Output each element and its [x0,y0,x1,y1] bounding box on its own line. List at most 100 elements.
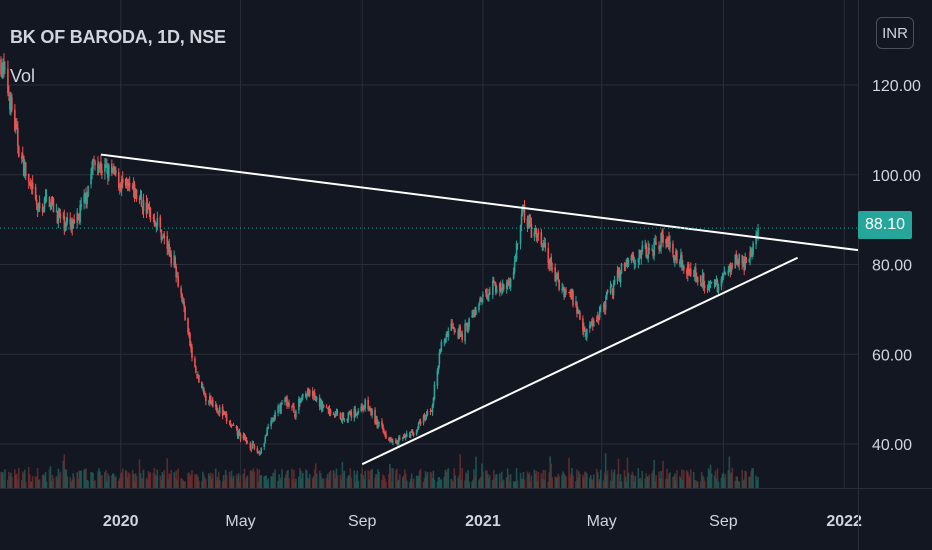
candle-body [720,278,723,287]
candle-body [662,234,664,243]
candle-body [735,253,738,265]
candle-body [570,293,572,297]
candle-body [209,395,212,404]
volume-bar [63,454,66,488]
volume-bar [749,476,751,488]
volume-bar [528,472,531,488]
candle-body [270,420,272,427]
candle-body [686,265,689,276]
candle-body [402,435,405,439]
candle-body [419,421,422,425]
volume-bar [108,475,110,488]
candle-body [237,431,240,436]
volume-bar [683,470,685,488]
candle-body [738,253,741,264]
candle-body [555,273,557,281]
candle-body [452,326,455,330]
candle-body [315,397,318,400]
volume-bar [404,473,407,488]
volume-bar [119,473,122,488]
volume-bar [17,480,19,488]
volume-bar [558,475,560,488]
volume-bar [201,481,203,488]
volume-bar [702,477,705,488]
candle-body [537,232,540,235]
volume-bar [426,472,429,488]
candle-body [7,68,9,94]
volume-bar [217,471,220,488]
volume-bar [111,475,113,488]
candle-body [556,273,558,276]
volume-bar [22,473,25,488]
candle-body [117,172,120,188]
volume-bar [314,463,317,488]
volume-bar [512,481,515,488]
volume-bar [11,476,13,488]
volume-bar [195,475,197,488]
candle-body [302,393,304,397]
candle-body [97,163,99,176]
volume-bar [433,479,436,488]
candle-body [221,406,224,416]
candle-body [73,219,76,224]
candle-body [472,312,474,316]
volume-bar [439,480,442,488]
volume-bar [492,479,494,488]
x-tick-label: 2021 [465,513,501,530]
volume-bar [624,476,627,488]
candle-body [149,207,152,220]
candle-body [489,292,491,294]
candle-body [57,210,60,222]
candle-body [69,218,72,225]
volume-bar [57,468,60,488]
volume-bar [42,474,45,488]
volume-bar [228,471,231,488]
candle-body [516,243,519,245]
volume-bar [586,473,588,488]
volume-bar [112,473,114,488]
candle-body [398,437,400,443]
candle-body [274,412,276,420]
volume-bar [563,473,565,488]
volume-bar [204,477,206,488]
candle-body [506,282,509,284]
candle-body [708,284,711,287]
candle-body [62,215,65,217]
volume-bar [714,470,717,488]
candle-body [118,184,121,188]
volume-bar [94,480,96,488]
volume-bar [64,469,67,488]
candle-body [742,260,745,262]
volume-bar [153,468,156,488]
candle-body [756,234,758,237]
candle-body [669,241,671,248]
candle-body [653,242,655,256]
candle-body [127,183,130,186]
volume-bar [536,481,539,488]
currency-button[interactable]: INR [876,17,914,49]
candle-body [304,394,307,397]
candle-body [487,294,489,300]
volume-bar [107,473,109,488]
volume-bar [174,477,176,488]
volume-bar [661,479,663,488]
volume-bar [479,478,481,488]
volume-bar [132,474,135,488]
volume-bar [45,481,48,488]
candle-body [277,406,279,414]
candle-body [639,250,642,258]
candle-body [609,286,612,293]
volume-bar [197,476,199,488]
volume-bar [100,475,102,488]
candle-body [619,274,622,283]
volume-bar [72,473,75,488]
volume-bar [534,473,537,488]
volume-bar [117,480,120,488]
candle-body [499,283,502,290]
candle-body [596,316,599,319]
volume-bar [652,470,654,488]
candle-body [124,178,127,186]
volume-bar [626,457,629,488]
trendlines[interactable] [0,153,859,466]
